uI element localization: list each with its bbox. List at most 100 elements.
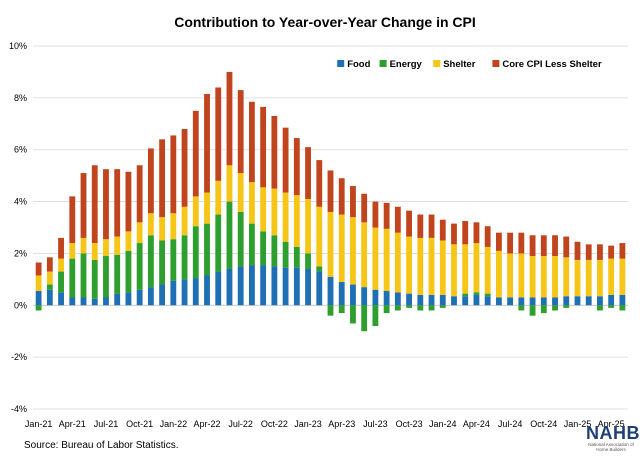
- x-tick-label: Jan-24: [429, 419, 457, 429]
- bar-segment-shelter: [574, 259, 581, 297]
- bar-segment-shelter: [147, 213, 154, 236]
- bar-segment-food: [518, 297, 525, 306]
- bar-segment-food: [91, 298, 98, 306]
- bar-segment-food: [103, 297, 109, 306]
- bar-segment-food: [585, 296, 592, 306]
- bar-segment-energy: [248, 223, 255, 266]
- bar-segment-food: [563, 296, 570, 306]
- bar-segment-energy: [597, 305, 603, 311]
- bar-segment-core-cpi-less-shelter: [327, 170, 334, 212]
- bar-segment-food: [35, 291, 42, 306]
- bar-segment-food: [619, 294, 626, 306]
- x-axis: Jan-21 Apr-21 Jul-21 Oct-21 Jan-22 Apr-22 Jul-…: [25, 419, 625, 429]
- x-tick-label: Jan-25: [564, 419, 592, 429]
- bar-segment-energy: [439, 305, 446, 308]
- bar-segment-shelter: [80, 237, 87, 254]
- bar-segment-energy: [181, 235, 188, 280]
- bar-segment-energy: [394, 305, 401, 311]
- bar-segment-food: [361, 287, 368, 306]
- bar-segment-energy: [529, 305, 536, 316]
- bar-segment-food: [372, 289, 379, 306]
- legend-label: Food: [347, 59, 370, 70]
- bar-segment-energy: [327, 305, 334, 316]
- y-tick-label: 0%: [14, 300, 27, 310]
- bar-segment-food: [473, 294, 480, 306]
- bar-segment-shelter: [372, 227, 379, 290]
- bar-segment-food: [383, 291, 390, 306]
- bar-segment-shelter: [552, 256, 558, 298]
- x-tick-label: Jul-21: [94, 419, 119, 429]
- bar-segment-core-cpi-less-shelter: [338, 178, 345, 215]
- bar-segment-energy: [159, 240, 166, 285]
- y-axis: -4% -2% 0% 2% 4% 6% 8% 10%: [9, 41, 27, 414]
- bar-segment-food: [338, 281, 345, 306]
- bar-segment-energy: [215, 214, 222, 272]
- bar-segment-shelter: [305, 198, 311, 254]
- bar-segment-shelter: [417, 237, 424, 295]
- bar-segment-food: [428, 294, 435, 306]
- x-tick-label: Oct-24: [530, 419, 557, 429]
- bar-segment-core-cpi-less-shelter: [237, 90, 244, 174]
- x-tick-label: Jan-21: [25, 419, 53, 429]
- bar-segment-energy: [91, 259, 98, 299]
- bar-segment-shelter: [350, 217, 356, 285]
- bar-segment-food: [204, 275, 210, 306]
- bar-segment-energy: [58, 271, 64, 293]
- bar-segment-core-cpi-less-shelter: [540, 235, 547, 257]
- bar-segment-food: [159, 284, 166, 306]
- x-tick-label: Jul-24: [498, 419, 523, 429]
- bar-segment-food: [80, 297, 87, 306]
- bar-segment-core-cpi-less-shelter: [350, 186, 356, 218]
- bar-segment-core-cpi-less-shelter: [518, 232, 525, 254]
- bar-segment-core-cpi-less-shelter: [428, 214, 435, 238]
- bar-segment-food: [181, 279, 188, 306]
- bar-segment-core-cpi-less-shelter: [608, 245, 615, 259]
- bar-segment-shelter: [170, 213, 177, 240]
- bar-segment-shelter: [540, 256, 547, 298]
- bar-segment-shelter: [237, 173, 244, 212]
- x-tick-label: Apr-24: [463, 419, 490, 429]
- x-tick-label: Oct-21: [126, 419, 153, 429]
- legend: Core CPI Less Shelter Shelter Energy Food: [337, 59, 602, 70]
- bar-segment-energy: [462, 293, 469, 297]
- bar-segment-energy: [417, 305, 424, 311]
- bar-segment-food: [451, 296, 457, 306]
- legend-label: Shelter: [443, 59, 476, 70]
- bar-segment-core-cpi-less-shelter: [462, 221, 469, 245]
- bar-segment-core-cpi-less-shelter: [372, 201, 379, 228]
- bar-segment-core-cpi-less-shelter: [305, 147, 311, 199]
- bar-segment-core-cpi-less-shelter: [170, 135, 177, 214]
- bar-segment-energy: [237, 211, 244, 267]
- bar-segment-food: [540, 297, 547, 306]
- bar-segment-food: [439, 294, 446, 306]
- x-tick-label: Jan-22: [160, 419, 188, 429]
- chart-title: Contribution to Year-over-Year Change in…: [174, 14, 476, 30]
- bar-segment-food: [248, 265, 255, 306]
- bar-segment-core-cpi-less-shelter: [597, 244, 603, 260]
- bar-segment-energy: [114, 254, 121, 294]
- legend-label: Core CPI Less Shelter: [502, 59, 602, 70]
- bar-segment-shelter: [439, 240, 446, 295]
- bar-segment-core-cpi-less-shelter: [226, 71, 233, 166]
- bar-segment-shelter: [383, 228, 390, 292]
- x-tick-label: Apr-22: [194, 419, 221, 429]
- bar-segment-core-cpi-less-shelter: [58, 237, 64, 259]
- logo-text: NAHB: [586, 423, 640, 443]
- bar-segment-core-cpi-less-shelter: [293, 138, 300, 196]
- bar-segment-shelter: [103, 239, 109, 257]
- bar-segment-shelter: [293, 195, 300, 247]
- bar-segment-energy: [305, 253, 311, 269]
- bar-segment-core-cpi-less-shelter: [585, 244, 592, 260]
- bar-segment-shelter: [495, 250, 502, 298]
- bar-segment-shelter: [529, 256, 536, 298]
- bar-segment-food: [495, 297, 502, 306]
- bar-segment-core-cpi-less-shelter: [417, 214, 424, 238]
- bar-segment-shelter: [282, 192, 289, 242]
- bar-segment-energy: [103, 256, 109, 298]
- bar-segment-core-cpi-less-shelter: [394, 206, 401, 233]
- bar-segment-core-cpi-less-shelter: [125, 171, 132, 232]
- bar-segment-energy: [136, 243, 143, 290]
- bar-segment-food: [552, 297, 558, 306]
- bar-segment-shelter: [597, 259, 603, 297]
